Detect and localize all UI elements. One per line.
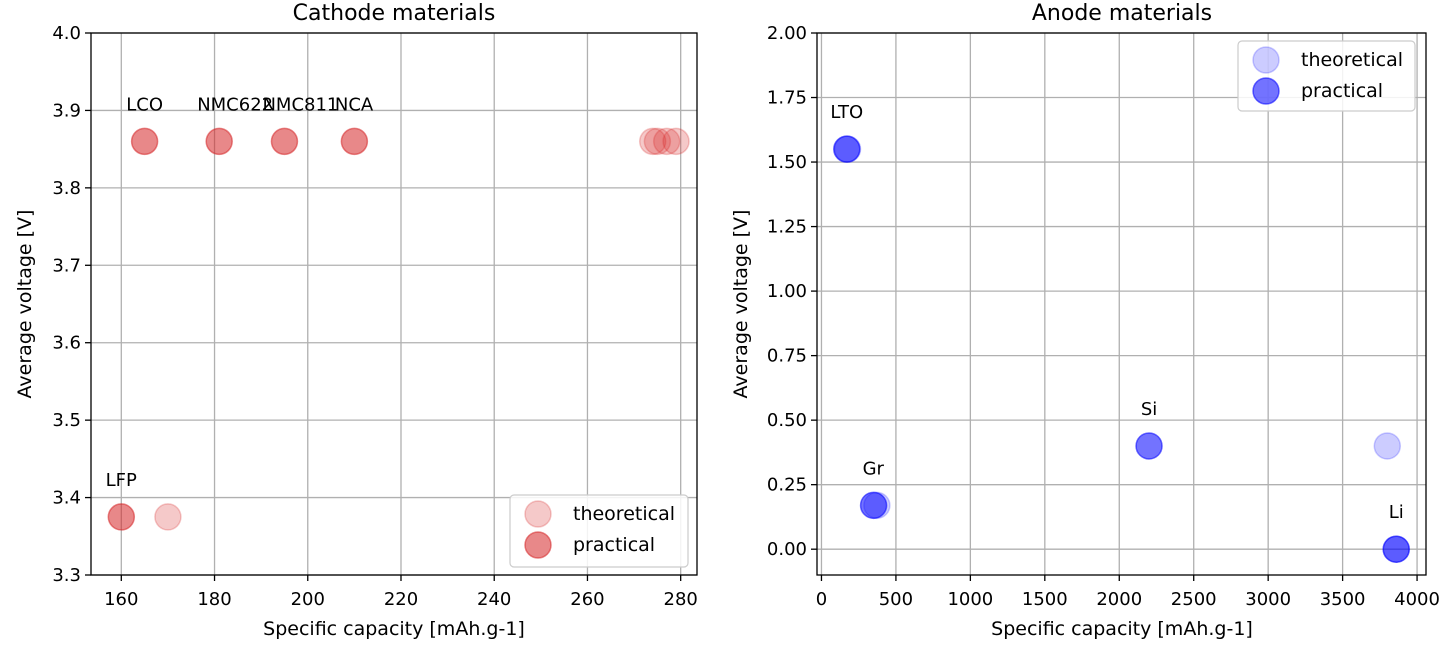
chart-title: Cathode materials [293, 1, 496, 26]
data-point-practical [130, 127, 159, 156]
y-tick-label: 0.75 [767, 346, 807, 367]
y-tick-label: 1.50 [767, 152, 807, 173]
y-tick-label: 0.25 [767, 475, 807, 496]
x-tick-label: 2500 [1171, 589, 1217, 610]
data-point-theoretical [652, 127, 681, 156]
x-tick-label: 3000 [1245, 589, 1291, 610]
data-point-practical [1382, 535, 1410, 563]
legend-marker-theoretical [524, 500, 552, 528]
point-annotation: LCO [126, 94, 163, 115]
y-axis-label: Average voltage [V] [14, 210, 36, 399]
y-tick-label: 3.9 [52, 100, 81, 121]
data-point-practical [340, 127, 369, 156]
y-tick-label: 3.7 [52, 255, 81, 276]
data-point-practical [859, 491, 888, 520]
y-tick-label: 0.00 [767, 539, 807, 560]
x-axis-label: Specific capacity [mAh.g-1] [991, 618, 1253, 640]
y-tick-label: 3.8 [52, 178, 81, 199]
data-point-practical [205, 127, 233, 156]
data-point-practical [107, 503, 136, 531]
x-tick-label: 240 [477, 589, 511, 610]
x-tick-label: 1500 [1022, 589, 1068, 610]
cathode-chart-panel: Cathode materials LCO NMC622NMC811NCALFP … [14, 1, 698, 640]
x-tick-label: 1000 [947, 589, 993, 610]
plot-frame [816, 32, 1427, 576]
legend: theoretical practical [1237, 40, 1416, 112]
y-tick-label: 1.75 [767, 88, 807, 109]
point-annotation: NCA [335, 94, 374, 115]
point-annotation: LTO [830, 102, 863, 123]
annotation-layer: LTO Gr Si Li [830, 102, 1403, 523]
legend-box [509, 494, 689, 568]
y-tick-label: 2.00 [767, 23, 807, 44]
legend-marker-practical [1252, 77, 1280, 105]
x-tick-label: 220 [384, 589, 418, 610]
point-annotation: NMC622 [197, 94, 273, 115]
x-tick-label: 3500 [1320, 589, 1366, 610]
point-annotation: NMC811 [262, 94, 338, 115]
anode-chart-panel: Anode materials LTO Gr Si Li 0 500 1000 1500 20… [730, 1, 1440, 640]
legend-label-theoretical: theoretical [1301, 49, 1403, 71]
data-point-theoretical [643, 127, 672, 156]
x-tick-label: 280 [664, 589, 698, 610]
point-annotation: LFP [106, 470, 137, 491]
data-point-theoretical [154, 503, 182, 531]
legend-label-practical: practical [1301, 80, 1383, 102]
data-point-practical [1135, 432, 1163, 460]
marker-layer [833, 135, 1410, 563]
data-point-practical [270, 127, 299, 156]
legend-label-theoretical: theoretical [573, 503, 675, 525]
y-tick-label: 1.25 [767, 217, 807, 238]
grid-layer [817, 32, 1426, 575]
plot-frame [90, 32, 698, 576]
y-tick-label: 3.4 [52, 488, 81, 509]
y-tick-label: 3.3 [52, 565, 81, 586]
x-tick-label: 260 [570, 589, 604, 610]
y-tick-label: 3.5 [52, 410, 81, 431]
chart-title: Anode materials [1032, 1, 1212, 26]
tick-layer: 160 180 200 220 240 260 280 3.3 3.4 3.5 3.6 3.7 3.8 3… [52, 23, 698, 610]
tick-layer: 0 500 1000 1500 2000 2500 3000 3500 4000 0.00 0.25… [767, 23, 1440, 610]
data-point-theoretical [662, 127, 690, 156]
legend-marker-practical [524, 531, 552, 559]
y-tick-label: 1.00 [767, 281, 807, 302]
x-tick-label: 2000 [1096, 589, 1142, 610]
x-tick-label: 180 [197, 589, 231, 610]
x-tick-label: 4000 [1394, 589, 1440, 610]
data-point-theoretical [638, 127, 667, 156]
point-annotation: Gr [863, 458, 885, 479]
x-tick-label: 160 [104, 589, 138, 610]
y-axis-label: Average voltage [V] [730, 210, 752, 399]
y-tick-label: 0.50 [767, 410, 807, 431]
legend-label-practical: practical [573, 534, 655, 556]
x-axis-label: Specific capacity [mAh.g-1] [263, 618, 525, 640]
x-tick-label: 200 [291, 589, 325, 610]
data-point-theoretical [1373, 432, 1402, 460]
y-tick-label: 3.6 [52, 333, 81, 354]
y-tick-label: 4.0 [52, 23, 81, 44]
legend: theoretical practical [509, 494, 689, 568]
point-annotation: Si [1141, 399, 1157, 420]
legend-marker-theoretical [1252, 46, 1280, 74]
x-tick-label: 500 [879, 589, 913, 610]
legend-box [1237, 40, 1416, 112]
marker-layer [107, 127, 690, 531]
x-tick-label: 0 [816, 589, 827, 610]
data-point-practical [833, 135, 861, 163]
point-annotation: Li [1389, 502, 1404, 523]
grid-layer [91, 32, 697, 576]
